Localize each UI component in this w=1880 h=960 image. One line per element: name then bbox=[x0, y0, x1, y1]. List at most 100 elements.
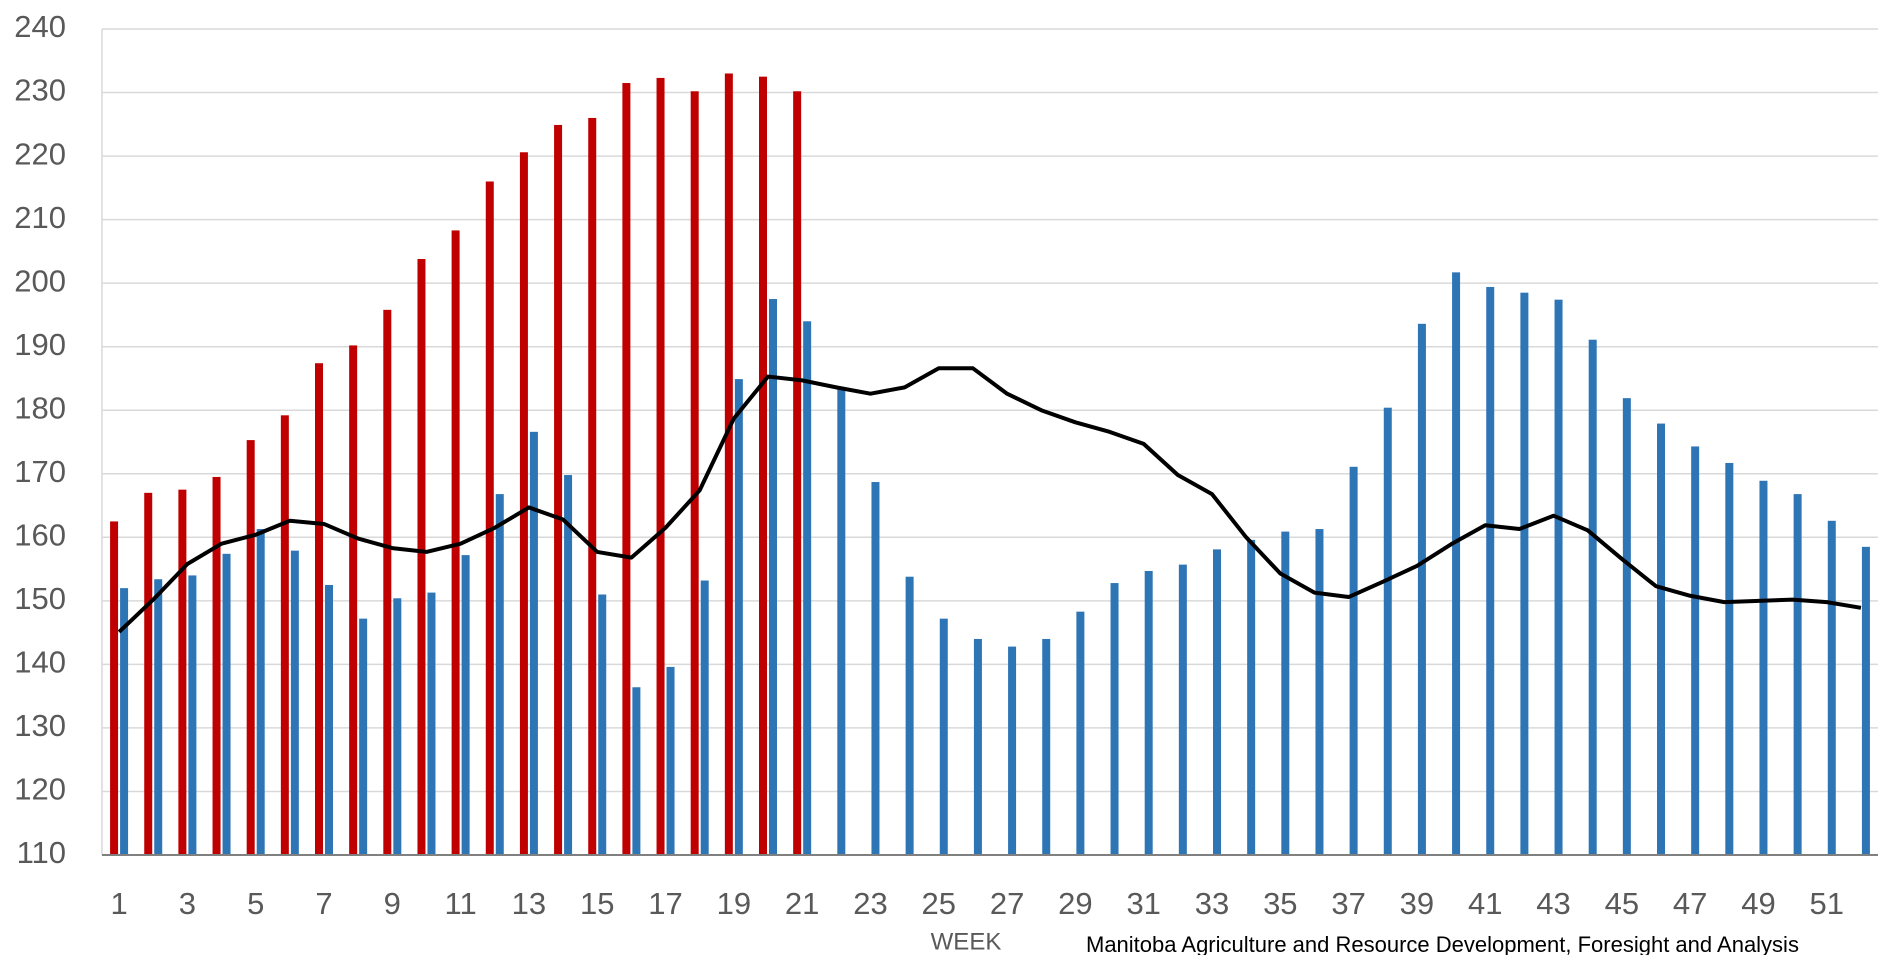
x-tick-label: 49 bbox=[1741, 886, 1775, 921]
y-tick-label: 240 bbox=[14, 9, 66, 44]
y-tick-label: 140 bbox=[14, 645, 66, 680]
y-tick-label: 220 bbox=[14, 136, 66, 171]
bar bbox=[417, 259, 426, 855]
x-tick-label: 33 bbox=[1195, 886, 1229, 921]
bar bbox=[451, 230, 460, 855]
y-tick-label: 210 bbox=[14, 200, 66, 235]
x-tick-label: 43 bbox=[1536, 886, 1570, 921]
y-tick-label: 120 bbox=[14, 772, 66, 807]
bar bbox=[1042, 638, 1051, 855]
bar bbox=[564, 475, 573, 855]
bar bbox=[871, 482, 880, 855]
bar bbox=[588, 117, 597, 855]
y-tick-label: 110 bbox=[17, 835, 66, 870]
x-tick-label: 41 bbox=[1468, 886, 1502, 921]
x-tick-label: 7 bbox=[315, 886, 332, 921]
bar bbox=[188, 575, 197, 855]
bar bbox=[1588, 339, 1597, 855]
x-tick-label: 51 bbox=[1810, 886, 1844, 921]
bar bbox=[632, 687, 641, 855]
bar bbox=[724, 73, 733, 855]
bar bbox=[734, 379, 743, 855]
bar bbox=[1349, 466, 1358, 855]
bar bbox=[1827, 520, 1836, 855]
bar bbox=[1213, 549, 1221, 855]
bar bbox=[1315, 529, 1324, 855]
bar bbox=[315, 363, 323, 855]
x-tick-label: 47 bbox=[1673, 886, 1707, 921]
bar bbox=[495, 494, 504, 855]
bar bbox=[1110, 583, 1119, 855]
bar bbox=[1725, 462, 1734, 855]
x-tick-label: 45 bbox=[1605, 886, 1639, 921]
bar bbox=[700, 580, 709, 855]
y-tick-label: 190 bbox=[14, 327, 66, 362]
x-tick-label: 17 bbox=[648, 886, 682, 921]
bar bbox=[144, 492, 153, 855]
y-tick-label: 170 bbox=[14, 454, 66, 489]
bar bbox=[222, 553, 231, 855]
x-tick-label: 25 bbox=[922, 886, 956, 921]
bar bbox=[280, 415, 289, 855]
x-tick-label: 13 bbox=[512, 886, 546, 921]
y-tick-label: 230 bbox=[14, 73, 66, 108]
x-tick-label: 29 bbox=[1058, 886, 1092, 921]
bar bbox=[939, 618, 948, 855]
bar bbox=[212, 476, 221, 855]
bar bbox=[905, 576, 914, 855]
bar bbox=[973, 638, 982, 855]
annotation: Manitoba Agriculture and Resource Develo… bbox=[1086, 932, 1799, 955]
bar bbox=[1520, 292, 1529, 856]
bar bbox=[803, 321, 812, 855]
x-tick-label: 1 bbox=[110, 886, 127, 921]
bar bbox=[656, 77, 665, 855]
bar bbox=[246, 440, 255, 855]
bar bbox=[383, 309, 392, 856]
y-tick-label: 200 bbox=[14, 263, 66, 298]
bar bbox=[1452, 272, 1461, 855]
bar bbox=[485, 181, 494, 855]
bar bbox=[1417, 323, 1426, 855]
x-tick-label: 9 bbox=[384, 886, 401, 921]
bar bbox=[1622, 398, 1631, 855]
bar bbox=[1144, 570, 1153, 855]
bar bbox=[690, 91, 699, 855]
bar bbox=[359, 618, 368, 855]
y-tick-label: 180 bbox=[14, 390, 66, 425]
bar bbox=[1281, 531, 1290, 855]
bar bbox=[837, 387, 846, 855]
x-tick-label: 37 bbox=[1331, 886, 1365, 921]
y-tick-label: 130 bbox=[14, 708, 66, 743]
line bbox=[117, 366, 1862, 634]
bar bbox=[1691, 446, 1700, 855]
bar bbox=[427, 592, 436, 855]
bar bbox=[393, 598, 402, 855]
bar bbox=[1759, 480, 1768, 855]
bar bbox=[666, 666, 675, 855]
x-tick-label: 39 bbox=[1400, 886, 1434, 921]
bar bbox=[349, 345, 358, 855]
bar bbox=[769, 299, 777, 855]
bar bbox=[120, 588, 129, 855]
bar bbox=[178, 489, 187, 855]
bar bbox=[1178, 564, 1187, 855]
bar bbox=[461, 555, 470, 855]
bar bbox=[110, 521, 119, 855]
bar bbox=[1008, 646, 1017, 855]
bar bbox=[325, 584, 333, 855]
bar bbox=[622, 83, 631, 855]
bar bbox=[1247, 539, 1256, 855]
x-tick-label: 31 bbox=[1126, 886, 1160, 921]
bar bbox=[598, 594, 607, 855]
x-tick-label: 3 bbox=[179, 886, 196, 921]
bar bbox=[759, 76, 767, 855]
x-tick-label: 5 bbox=[247, 886, 264, 921]
bar bbox=[793, 91, 802, 855]
bar bbox=[154, 579, 163, 855]
bar bbox=[1793, 494, 1802, 855]
bar bbox=[1383, 407, 1392, 855]
x-tick-label: 23 bbox=[853, 886, 887, 921]
bar bbox=[1657, 423, 1665, 855]
